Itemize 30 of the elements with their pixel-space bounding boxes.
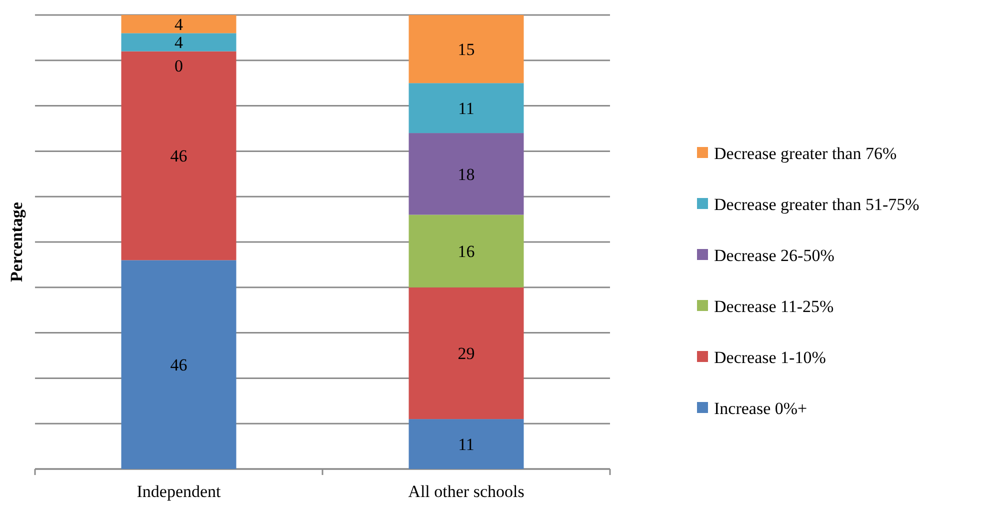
y-axis-title: Percentage <box>7 202 26 282</box>
bar <box>408 214 524 288</box>
data-label: 46 <box>170 146 188 166</box>
bar <box>408 83 524 134</box>
bar <box>408 419 524 469</box>
data-label: 15 <box>458 40 475 59</box>
bar <box>121 51 236 260</box>
legend-label: Decrease 1-10% <box>714 348 826 367</box>
legend-label: Increase 0%+ <box>714 398 808 418</box>
bar <box>408 287 524 420</box>
legend-label: Decrease greater than 51-75% <box>714 194 920 214</box>
data-label: 11 <box>458 99 474 118</box>
data-label: 29 <box>458 344 475 364</box>
data-label: 11 <box>458 434 474 454</box>
bar <box>408 15 524 84</box>
legend-label: Decrease greater than 76% <box>714 144 897 163</box>
bar <box>121 260 236 469</box>
data-label: 4 <box>174 33 184 52</box>
x-tick-label: All other schools <box>408 482 524 501</box>
bar <box>408 133 524 215</box>
data-label: 0 <box>174 56 183 76</box>
data-label: 18 <box>458 164 475 184</box>
x-tick-label: Independent <box>136 482 222 501</box>
legend-label: Decrease 11-25% <box>714 296 834 316</box>
data-label: 16 <box>458 242 475 262</box>
legend-label: Decrease 26-50% <box>714 246 834 265</box>
data-label: 4 <box>174 15 184 34</box>
data-label: 46 <box>170 356 188 375</box>
bar <box>121 33 236 52</box>
bar <box>121 15 236 34</box>
